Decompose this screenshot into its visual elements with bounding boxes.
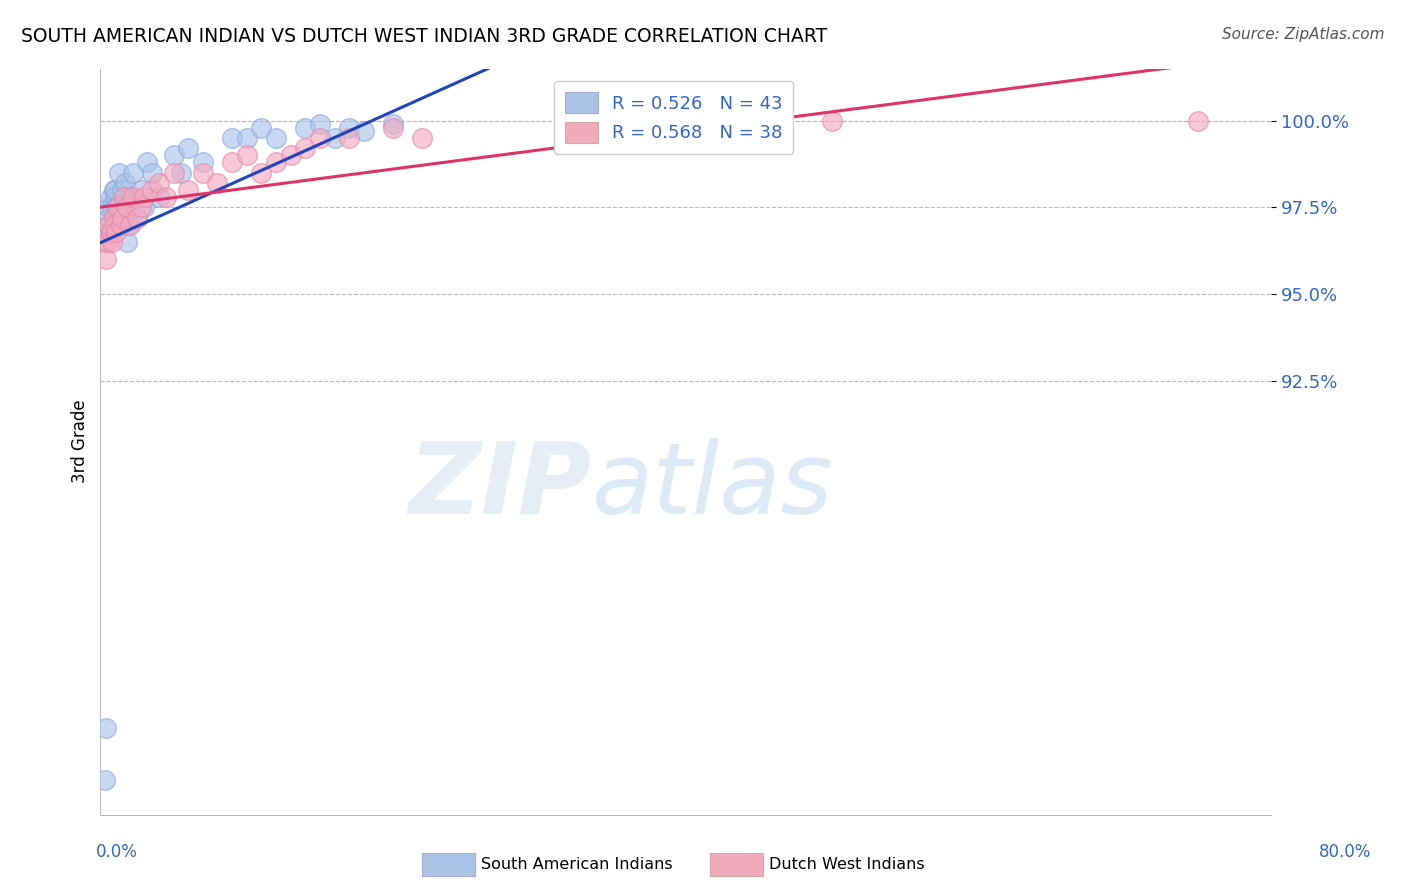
Point <box>114 176 136 190</box>
Point <box>177 141 200 155</box>
Point <box>235 148 257 162</box>
Point <box>141 183 163 197</box>
Point <box>337 131 360 145</box>
Point <box>221 131 243 145</box>
Point <box>148 176 170 190</box>
Point <box>141 166 163 180</box>
Point <box>125 211 148 225</box>
Point <box>134 200 156 214</box>
Point <box>121 190 143 204</box>
Point <box>93 772 115 787</box>
Text: ZIP: ZIP <box>409 438 592 535</box>
Text: 80.0%: 80.0% <box>1319 843 1371 861</box>
Point <box>170 166 193 180</box>
Point <box>280 148 302 162</box>
Point <box>100 225 122 239</box>
Point <box>148 190 170 204</box>
Point <box>264 131 287 145</box>
Point <box>98 211 121 225</box>
Point <box>353 124 375 138</box>
Point <box>121 166 143 180</box>
Point <box>162 166 184 180</box>
Point <box>104 218 127 232</box>
Point <box>131 200 153 214</box>
Point <box>118 218 141 232</box>
Point <box>98 218 121 232</box>
Point <box>235 131 257 145</box>
Point <box>107 218 129 232</box>
Point <box>97 225 120 239</box>
Point <box>97 218 120 232</box>
Point <box>101 200 124 214</box>
Text: atlas: atlas <box>592 438 834 535</box>
Point <box>323 131 346 145</box>
Text: 0.0%: 0.0% <box>96 843 138 861</box>
Point <box>98 200 121 214</box>
Point <box>136 155 159 169</box>
Point <box>103 211 125 225</box>
Point <box>111 211 134 225</box>
Point <box>250 120 273 135</box>
Point <box>382 120 405 135</box>
Point <box>602 117 624 131</box>
Point <box>105 200 128 214</box>
Point <box>115 200 138 214</box>
Point <box>309 131 332 145</box>
Point <box>110 218 132 232</box>
Point <box>97 235 120 249</box>
Point <box>100 190 122 204</box>
Point <box>177 183 200 197</box>
Point <box>101 235 124 249</box>
Point <box>131 183 153 197</box>
Text: South American Indians: South American Indians <box>481 857 672 871</box>
Point <box>382 117 405 131</box>
Point <box>191 155 214 169</box>
Point <box>111 183 134 197</box>
Point <box>155 190 177 204</box>
Point <box>207 176 229 190</box>
Point <box>411 131 433 145</box>
Point <box>134 190 156 204</box>
Point <box>221 155 243 169</box>
Point <box>103 183 125 197</box>
Point <box>112 200 135 214</box>
Point <box>821 113 844 128</box>
Point <box>96 252 118 267</box>
Point <box>96 721 118 735</box>
Point <box>250 166 273 180</box>
Point <box>93 235 115 249</box>
Point <box>1187 113 1209 128</box>
Point <box>115 235 138 249</box>
Point <box>104 190 127 204</box>
Point <box>105 225 128 239</box>
Legend: R = 0.526   N = 43, R = 0.568   N = 38: R = 0.526 N = 43, R = 0.568 N = 38 <box>554 81 793 153</box>
Point <box>110 211 132 225</box>
Text: SOUTH AMERICAN INDIAN VS DUTCH WEST INDIAN 3RD GRADE CORRELATION CHART: SOUTH AMERICAN INDIAN VS DUTCH WEST INDI… <box>21 27 827 45</box>
Point <box>112 190 135 204</box>
Point <box>125 211 148 225</box>
Point <box>117 218 139 232</box>
Point <box>104 183 127 197</box>
Point <box>162 148 184 162</box>
Text: Dutch West Indians: Dutch West Indians <box>769 857 925 871</box>
Y-axis label: 3rd Grade: 3rd Grade <box>72 400 89 483</box>
Point <box>337 120 360 135</box>
Point <box>108 166 131 180</box>
Point <box>264 155 287 169</box>
Point <box>309 117 332 131</box>
Point <box>294 120 316 135</box>
Text: Source: ZipAtlas.com: Source: ZipAtlas.com <box>1222 27 1385 42</box>
Point <box>118 190 141 204</box>
Point <box>107 200 129 214</box>
Point <box>294 141 316 155</box>
Point <box>191 166 214 180</box>
